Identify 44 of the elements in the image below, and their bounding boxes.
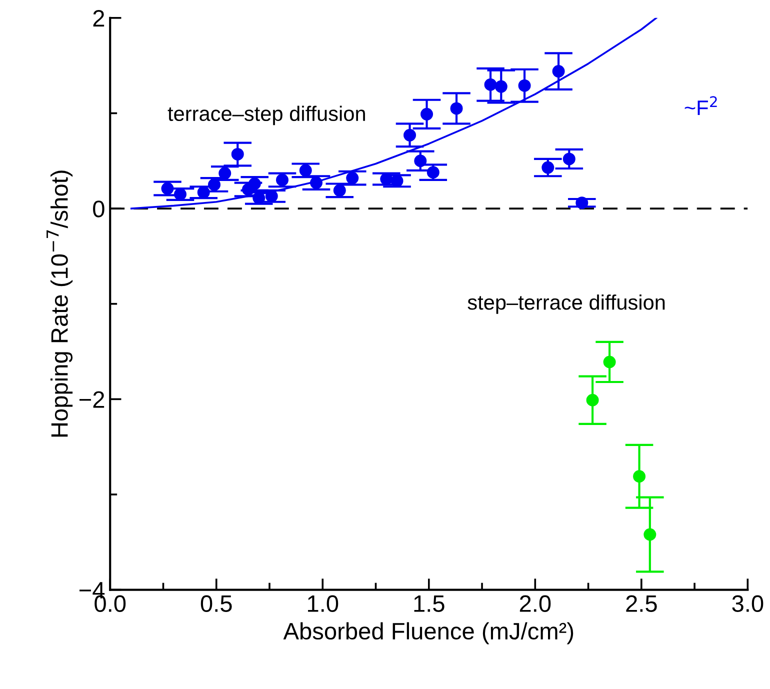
point [586,394,599,406]
point [420,108,434,120]
point [404,128,416,142]
x-tick-label: 2.0 [520,595,551,612]
point [333,184,346,197]
x-tick-label: 3.0 [732,595,764,612]
x-tick-label: 0.5 [200,595,232,612]
point [633,470,646,483]
y-tick-label: 0 [93,200,104,218]
point [310,176,323,190]
point [518,79,531,92]
point [208,178,220,191]
point [346,172,359,184]
line-series [130,18,658,210]
annotation: step–terrace diffusion [468,294,665,314]
annotation: terrace–step diffusion [168,106,365,126]
x-tick-label: 1.0 [308,595,338,612]
x-tick-label: 2.5 [626,595,657,612]
point [414,154,427,168]
point [494,80,508,93]
point [218,167,232,180]
x-axis-title: Absorbed Fluence (mJ/cm²) [283,622,574,644]
point [380,172,393,186]
point [552,65,565,78]
point [450,102,463,115]
point [231,148,244,160]
y-axis-title: Hopping Rate (10$^{−7}$/shot) [46,170,73,437]
point [276,174,288,186]
x-tick-label: 1.5 [414,596,444,612]
point [603,356,616,368]
annotation: ~F$^{2}$ [684,96,717,115]
point [390,174,404,188]
point [576,196,588,210]
point [542,161,554,174]
point [161,182,174,195]
point [562,152,576,166]
point [644,528,656,541]
y-tick-label: −2 [79,391,104,408]
point [248,178,261,190]
point [426,166,440,179]
point [484,78,497,91]
point [299,164,312,177]
y-tick-label: 2 [93,10,104,26]
point [252,192,266,204]
